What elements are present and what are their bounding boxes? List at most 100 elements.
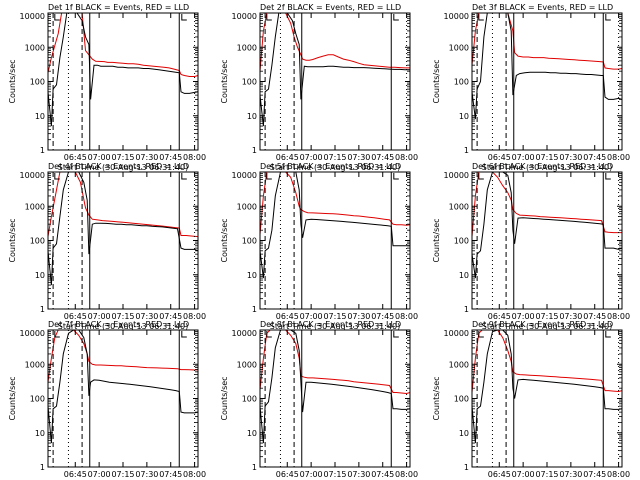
x-tick-label: 07:30 bbox=[347, 312, 370, 321]
y-axis-label: Counts/sec bbox=[220, 59, 229, 103]
series-line-lld bbox=[259, 12, 410, 72]
series-line-lld bbox=[471, 171, 622, 237]
x-tick-label: 07:30 bbox=[347, 153, 370, 162]
y-tick-label: 100 bbox=[242, 237, 257, 246]
y-tick-label: 1 bbox=[464, 146, 469, 155]
x-tick-label: 06:45 bbox=[276, 153, 299, 162]
y-tick-label: 10 bbox=[459, 271, 469, 280]
x-tick-label: 07:00 bbox=[512, 470, 535, 479]
x-tick-label: 07:30 bbox=[135, 470, 158, 479]
x-tick-label: 08:00 bbox=[183, 153, 206, 162]
detector-chart-4: Det 4f BLACK = Events, RED = LLD 1 10 100 10… bbox=[8, 162, 206, 331]
x-tick-label: 07:45 bbox=[159, 312, 182, 321]
corner-marker bbox=[393, 173, 399, 180]
corner-marker bbox=[181, 14, 187, 21]
chart-title: Det 7f BLACK = Events, RED = LLD bbox=[48, 320, 189, 329]
detector-chart-1: Det 1f BLACK = Events, RED = LLD 1 10 100 10… bbox=[8, 3, 206, 172]
x-tick-label: 07:15 bbox=[111, 470, 134, 479]
series-line-lld bbox=[471, 329, 623, 393]
y-tick-label: 1 bbox=[464, 463, 469, 472]
x-tick-label: 07:30 bbox=[559, 153, 582, 162]
x-tick-label: 06:45 bbox=[488, 312, 511, 321]
plot-frame bbox=[47, 171, 199, 310]
plot-frame bbox=[259, 171, 411, 310]
x-tick-label: 07:45 bbox=[159, 153, 182, 162]
x-tick-label: 07:15 bbox=[323, 470, 346, 479]
y-tick-label: 1 bbox=[40, 146, 45, 155]
corner-marker bbox=[54, 14, 60, 21]
series-line-events bbox=[259, 171, 410, 279]
series-line-events bbox=[47, 171, 199, 286]
x-tick-label: 08:00 bbox=[607, 153, 630, 162]
chart-title: Det 6f BLACK = Events, RED = LLD bbox=[472, 162, 613, 171]
x-tick-label: 07:15 bbox=[535, 470, 558, 479]
detector-chart-3: Det 3f BLACK = Events, RED = LLD 1 10 100 10… bbox=[432, 3, 630, 172]
x-tick-label: 07:15 bbox=[111, 312, 134, 321]
y-tick-label: 1000 bbox=[237, 43, 257, 52]
x-tick-label: 06:45 bbox=[488, 470, 511, 479]
corner-marker bbox=[266, 331, 272, 338]
x-tick-label: 08:00 bbox=[183, 470, 206, 479]
x-tick-label: 07:15 bbox=[323, 312, 346, 321]
x-tick-label: 07:00 bbox=[512, 153, 535, 162]
plot-frame bbox=[471, 12, 623, 151]
x-tick-label: 07:00 bbox=[88, 153, 111, 162]
x-tick-label: 07:45 bbox=[159, 470, 182, 479]
x-tick-label: 08:00 bbox=[607, 312, 630, 321]
y-tick-label: 10 bbox=[247, 271, 257, 280]
corner-marker bbox=[266, 173, 272, 180]
y-tick-label: 10000 bbox=[444, 329, 469, 338]
corner-marker bbox=[181, 331, 187, 338]
corner-marker bbox=[478, 173, 484, 180]
x-axis-label: Start Time (30-Aug-13 06:31:40) bbox=[58, 322, 189, 331]
corner-marker bbox=[605, 14, 611, 21]
x-tick-label: 07:45 bbox=[371, 470, 394, 479]
x-axis-label: Start Time (30-Aug-13 06:31:40) bbox=[482, 322, 613, 331]
y-tick-label: 10000 bbox=[232, 171, 257, 180]
chart-title: Det 9f BLACK = Events, RED = LLD bbox=[472, 320, 613, 329]
corner-marker bbox=[478, 331, 484, 338]
y-tick-label: 1000 bbox=[25, 43, 45, 52]
y-tick-label: 1000 bbox=[237, 202, 257, 211]
x-tick-label: 07:30 bbox=[559, 470, 582, 479]
x-tick-label: 08:00 bbox=[395, 153, 418, 162]
x-tick-label: 06:45 bbox=[276, 312, 299, 321]
x-tick-label: 07:45 bbox=[583, 153, 606, 162]
series-line-events bbox=[259, 329, 411, 444]
x-tick-label: 07:30 bbox=[135, 312, 158, 321]
x-tick-label: 06:45 bbox=[488, 153, 511, 162]
y-axis-label: Counts/sec bbox=[432, 376, 441, 420]
y-tick-label: 10 bbox=[247, 112, 257, 121]
detector-chart-6: Det 6f BLACK = Events, RED = LLD 1 10 100 10… bbox=[432, 162, 630, 331]
plot-frame bbox=[259, 12, 411, 151]
x-tick-label: 08:00 bbox=[607, 470, 630, 479]
y-tick-label: 1 bbox=[40, 305, 45, 314]
corner-marker bbox=[605, 331, 611, 338]
x-tick-label: 07:45 bbox=[371, 153, 394, 162]
corner-marker bbox=[266, 14, 272, 21]
y-tick-label: 100 bbox=[242, 78, 257, 87]
y-tick-label: 10000 bbox=[444, 12, 469, 21]
y-tick-label: 1000 bbox=[449, 360, 469, 369]
series-line-lld bbox=[471, 12, 623, 70]
y-axis-label: Counts/sec bbox=[432, 218, 441, 262]
detector-chart-7: Det 7f BLACK = Events, RED = LLD 1 10 100 10… bbox=[8, 320, 206, 479]
corner-marker bbox=[393, 14, 399, 21]
series-line-events bbox=[471, 171, 623, 279]
y-tick-label: 1 bbox=[252, 463, 257, 472]
x-tick-label: 06:45 bbox=[64, 153, 87, 162]
corner-marker bbox=[54, 173, 60, 180]
y-axis-label: Counts/sec bbox=[220, 218, 229, 262]
y-tick-label: 100 bbox=[242, 395, 257, 404]
y-tick-label: 10000 bbox=[444, 171, 469, 180]
y-tick-label: 10 bbox=[35, 112, 45, 121]
x-tick-label: 07:15 bbox=[111, 153, 134, 162]
detector-chart-9: Det 9f BLACK = Events, RED = LLD 1 10 100 10… bbox=[432, 320, 630, 479]
x-tick-label: 06:45 bbox=[64, 312, 87, 321]
y-tick-label: 100 bbox=[30, 78, 45, 87]
x-tick-label: 07:00 bbox=[300, 312, 323, 321]
series-line-events bbox=[471, 12, 623, 120]
y-tick-label: 1000 bbox=[237, 360, 257, 369]
chart-title: Det 5f BLACK = Events, RED = LLD bbox=[260, 162, 401, 171]
detector-chart-8: Det 8f BLACK = Events, RED = LLD 1 10 100 10… bbox=[220, 320, 418, 479]
